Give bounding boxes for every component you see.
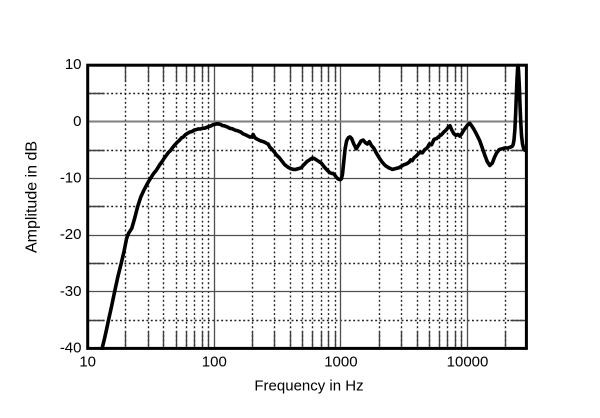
svg-text:Frequency in Hz: Frequency in Hz <box>254 378 363 395</box>
svg-text:10: 10 <box>79 353 96 370</box>
svg-text:-40: -40 <box>60 339 82 356</box>
svg-text:0: 0 <box>73 113 81 130</box>
svg-text:-10: -10 <box>60 170 82 187</box>
svg-text:10: 10 <box>65 56 82 73</box>
svg-text:100: 100 <box>202 353 227 370</box>
svg-text:10000: 10000 <box>447 353 489 370</box>
svg-text:1000: 1000 <box>324 353 357 370</box>
svg-text:-30: -30 <box>60 283 82 300</box>
svg-text:Amplitude in dB: Amplitude in dB <box>24 141 41 253</box>
svg-text:-20: -20 <box>60 226 82 243</box>
